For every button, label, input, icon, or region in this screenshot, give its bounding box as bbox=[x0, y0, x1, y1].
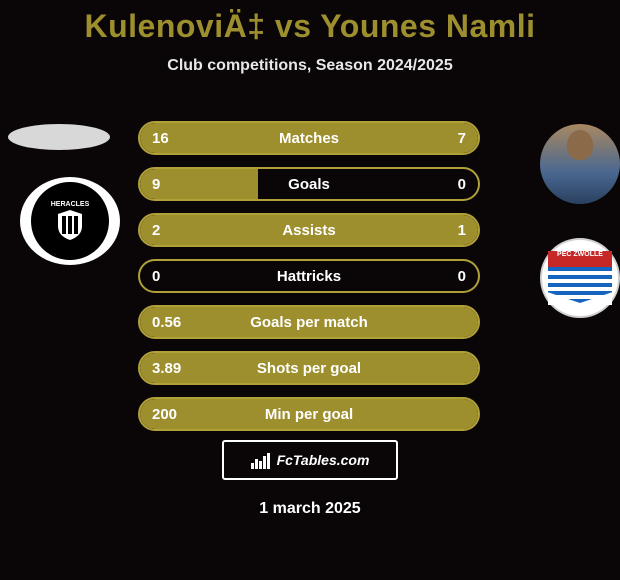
stat-label: Assists bbox=[282, 222, 335, 239]
stat-label: Goals bbox=[288, 176, 330, 193]
stat-value-left: 3.89 bbox=[152, 360, 181, 377]
site-badge: FcTables.com bbox=[222, 440, 398, 480]
pec-label: PEC ZWOLLE bbox=[548, 251, 612, 267]
stat-value-right: 7 bbox=[458, 130, 466, 147]
stat-value-right: 0 bbox=[458, 176, 466, 193]
player-silhouette-icon bbox=[540, 124, 620, 204]
stat-row: 200 Min per goal bbox=[138, 397, 480, 431]
stat-value-left: 9 bbox=[152, 176, 160, 193]
stat-label: Min per goal bbox=[265, 406, 353, 423]
stat-value-left: 200 bbox=[152, 406, 177, 423]
stat-row: 16 Matches 7 bbox=[138, 121, 480, 155]
stat-row: 0 Hattricks 0 bbox=[138, 259, 480, 293]
stat-row: 2 Assists 1 bbox=[138, 213, 480, 247]
stat-value-left: 0 bbox=[152, 268, 160, 285]
player-right-avatar bbox=[540, 124, 620, 204]
heracles-badge-inner: HERACLES bbox=[28, 179, 112, 263]
stat-fill-left bbox=[140, 123, 375, 153]
stat-value-left: 16 bbox=[152, 130, 169, 147]
pec-shield-icon bbox=[548, 267, 612, 303]
stat-row: 0.56 Goals per match bbox=[138, 305, 480, 339]
stat-row: 3.89 Shots per goal bbox=[138, 351, 480, 385]
stat-label: Matches bbox=[279, 130, 339, 147]
site-label: FcTables.com bbox=[277, 452, 370, 468]
stat-label: Hattricks bbox=[277, 268, 341, 285]
bar-chart-icon bbox=[251, 451, 271, 469]
stat-label: Goals per match bbox=[250, 314, 368, 331]
player-left-avatar bbox=[8, 124, 110, 150]
stat-row: 9 Goals 0 bbox=[138, 167, 480, 201]
heracles-label: HERACLES bbox=[51, 201, 90, 208]
club-left-badge: HERACLES bbox=[20, 177, 120, 265]
pec-badge-inner: PEC ZWOLLE bbox=[548, 251, 612, 305]
stat-value-right: 1 bbox=[458, 222, 466, 239]
heracles-shield-icon bbox=[55, 208, 85, 242]
stat-value-left: 2 bbox=[152, 222, 160, 239]
subtitle: Club competitions, Season 2024/2025 bbox=[0, 57, 620, 75]
stat-label: Shots per goal bbox=[257, 360, 361, 377]
stat-value-left: 0.56 bbox=[152, 314, 181, 331]
title-text: KulenoviÄ‡ vs Younes Namli bbox=[84, 8, 535, 44]
stats-container: 16 Matches 7 9 Goals 0 2 Assists 1 0 Hattricks 0 0.5… bbox=[138, 121, 480, 443]
footer-date: 1 march 2025 bbox=[0, 500, 620, 518]
club-right-badge: PEC ZWOLLE bbox=[540, 238, 620, 318]
page-title: KulenoviÄ‡ vs Younes Namli bbox=[0, 0, 620, 45]
stat-value-right: 0 bbox=[458, 268, 466, 285]
